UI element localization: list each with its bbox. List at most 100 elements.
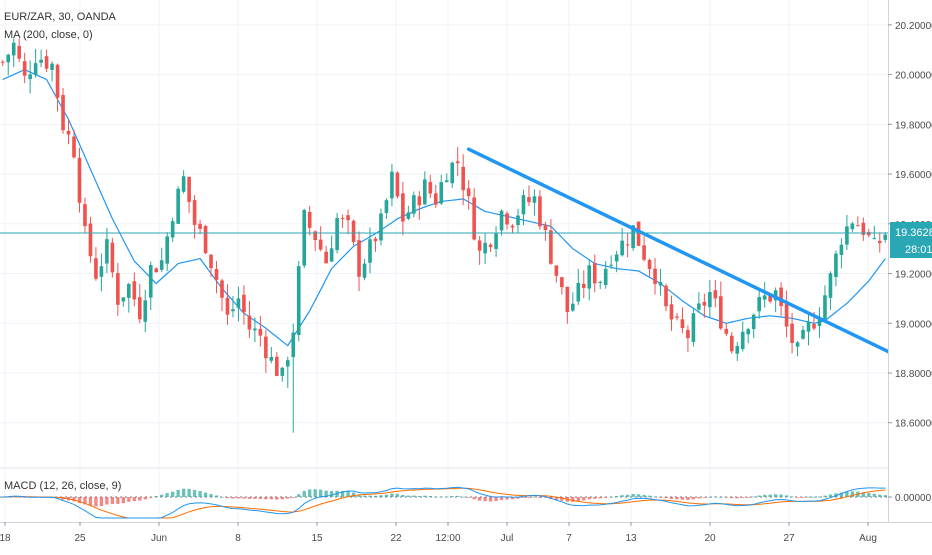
macd-hist-bar <box>373 495 378 497</box>
candle <box>423 171 427 206</box>
candle-body <box>368 239 372 263</box>
macd-hist-bar <box>138 497 142 501</box>
candle-body <box>357 240 361 277</box>
macd-hist-bar <box>192 490 197 497</box>
candle-body <box>406 212 411 219</box>
candle <box>746 327 751 344</box>
macd-hist-bar <box>209 494 213 497</box>
candle <box>740 321 745 352</box>
candle-body <box>614 254 619 262</box>
candle-body <box>159 260 164 270</box>
candle-body <box>318 239 323 250</box>
candle <box>433 184 438 208</box>
candle-body <box>203 226 208 254</box>
candle <box>28 60 32 94</box>
macd-hist-bar <box>872 493 876 497</box>
candle <box>861 217 866 241</box>
candle-body <box>795 342 800 347</box>
macd-hist-bar <box>543 497 548 498</box>
candle <box>680 307 685 334</box>
candle <box>88 216 93 263</box>
macd-hist-bar <box>297 494 301 497</box>
candle <box>592 254 597 293</box>
macd-hist-bar <box>532 496 537 498</box>
candle <box>165 232 169 271</box>
candle <box>516 208 520 233</box>
macd-hist-bar <box>132 497 136 502</box>
candle-body <box>538 196 542 227</box>
candle <box>549 219 553 265</box>
y-tick-label: 19.20000 <box>895 270 932 281</box>
candle <box>697 292 701 313</box>
candle <box>264 329 268 373</box>
macd-y-tick-label: 0.00000 <box>895 493 932 504</box>
candle <box>72 129 76 159</box>
macd-hist-bar <box>83 497 87 505</box>
candle-body <box>680 319 685 329</box>
macd-hist-bar <box>423 495 427 497</box>
candle-body <box>444 180 449 183</box>
candle <box>686 325 690 352</box>
macd-hist-bar <box>329 491 334 497</box>
candle <box>116 262 120 316</box>
candle-body <box>99 266 104 277</box>
macd-hist-bar <box>384 494 389 497</box>
candle <box>384 198 389 219</box>
macd-hist-bar <box>242 497 246 499</box>
macd-hist-bar <box>308 489 312 497</box>
candle <box>127 282 131 313</box>
macd-hist-bar <box>604 497 608 498</box>
macd-hist-bar <box>582 497 586 501</box>
candle-body <box>751 314 756 330</box>
trendline[interactable] <box>466 147 904 360</box>
macd-hist-bar <box>253 497 257 499</box>
candle <box>806 311 811 346</box>
candle <box>143 289 148 333</box>
macd-hist-bar <box>450 496 454 497</box>
trendline-drawing[interactable] <box>0 147 904 360</box>
candle <box>412 191 416 218</box>
macd-hist-bar <box>878 494 882 497</box>
macd-hist-bar <box>702 497 707 498</box>
macd-hist-bar <box>121 497 125 504</box>
candle-body <box>801 329 805 339</box>
candle <box>883 232 888 243</box>
candle-body <box>499 210 504 231</box>
candle-body <box>335 217 339 250</box>
ma-indicator-label: MA (200, close, 0) <box>4 29 93 41</box>
candle <box>560 276 564 295</box>
bar-countdown: 28:01 <box>905 244 932 256</box>
macd-hist-bar <box>719 496 723 498</box>
macd-hist-bar <box>620 495 624 497</box>
macd-hist-bar <box>264 497 268 500</box>
candle-body <box>466 188 471 197</box>
macd-hist-bar <box>368 495 372 497</box>
candle-body <box>488 244 493 248</box>
candle <box>428 174 433 199</box>
candle-body <box>691 313 696 342</box>
candle-body <box>790 323 794 343</box>
candle <box>181 170 186 194</box>
candle <box>603 260 608 289</box>
candle-body <box>757 296 761 312</box>
candle <box>401 182 405 236</box>
price-scale[interactable] <box>889 0 932 522</box>
candle <box>395 171 400 199</box>
candle-body <box>302 210 307 266</box>
legend-header: EUR/ZAR, 30, OANDA MA (200, close, 0) MA… <box>4 11 121 492</box>
x-tick-label: 12:00 <box>435 533 460 544</box>
candle-body <box>653 268 657 285</box>
candle-body <box>22 61 27 76</box>
candle-body <box>647 259 652 270</box>
candle-body <box>565 286 570 313</box>
candle-body <box>77 157 82 203</box>
candle-body <box>877 240 882 244</box>
candle-body <box>275 356 279 376</box>
macd-hist-bar <box>795 497 800 498</box>
macd-hist-bar <box>691 497 696 500</box>
candle-body <box>127 284 131 298</box>
macd-hist-bar <box>521 497 526 498</box>
macd-hist-bar <box>801 497 805 498</box>
candle <box>713 279 718 308</box>
